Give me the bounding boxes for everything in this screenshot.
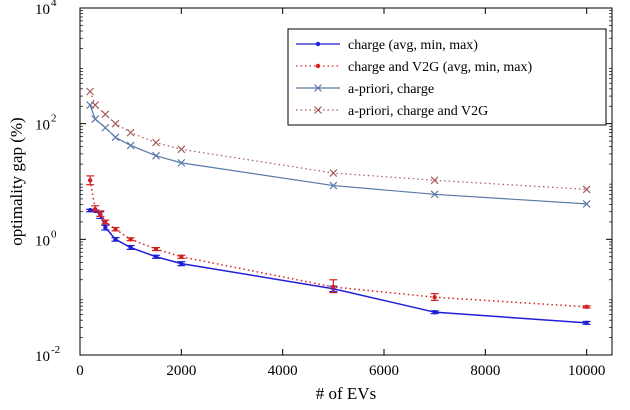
data-point: [98, 211, 103, 216]
legend-marker: [314, 84, 322, 92]
data-point: [153, 254, 159, 259]
data-point: [87, 178, 93, 183]
x-tick-label: 4000: [268, 363, 298, 379]
data-point: [432, 309, 437, 315]
y-tick-label: 10: [35, 2, 50, 18]
y-axis-label: optimality gap (%): [7, 117, 26, 245]
data-point: [111, 133, 120, 142]
legend-marker: [315, 63, 321, 69]
data-point: [91, 101, 100, 109]
x-tick-label: 0: [76, 363, 84, 379]
data-point: [113, 237, 118, 242]
x-tick-label: 2000: [166, 363, 196, 379]
legend-label: charge and V2G (avg, min, max): [348, 60, 532, 75]
data-point: [584, 320, 589, 326]
series-1: [86, 175, 591, 310]
data-point: [331, 284, 336, 290]
series-3: [86, 87, 591, 194]
data-point: [329, 169, 338, 177]
legend-marker: [314, 106, 322, 114]
x-tick-label: 8000: [470, 363, 500, 379]
series-layer: [86, 87, 591, 326]
data-point: [430, 176, 439, 185]
series-line: [89, 104, 587, 205]
data-point: [153, 246, 159, 252]
series-line: [90, 209, 587, 324]
data-point: [329, 181, 338, 190]
x-axis-label: # of EVs: [316, 384, 376, 403]
data-point: [126, 128, 135, 137]
data-point: [432, 294, 437, 300]
data-point: [126, 141, 135, 150]
data-point: [177, 158, 186, 167]
data-point: [91, 115, 100, 124]
data-point: [584, 304, 589, 310]
legend-marker: [315, 41, 321, 47]
y-tick-exponent: 4: [51, 0, 57, 9]
y-tick-label: 10: [35, 349, 50, 365]
data-point: [430, 190, 439, 199]
series-0: [86, 207, 591, 326]
data-point: [177, 145, 186, 154]
data-point: [113, 226, 118, 232]
data-point: [101, 123, 110, 132]
series-line: [89, 91, 587, 190]
data-point: [103, 219, 108, 225]
legend-label: charge (avg, min, max): [348, 38, 478, 53]
data-point: [582, 199, 591, 208]
legend-label: a-priori, charge and V2G: [348, 104, 488, 119]
data-point: [103, 225, 108, 230]
plot-frame: [79, 7, 613, 356]
data-point: [86, 87, 95, 96]
data-point: [179, 254, 184, 259]
legend-label: a-priori, charge: [348, 82, 434, 97]
series-2: [86, 101, 591, 208]
y-tick-exponent: -2: [51, 344, 60, 356]
y-tick-exponent: 2: [51, 113, 57, 125]
legend-box: [287, 28, 607, 126]
y-tick-label: 10: [35, 233, 50, 249]
y-tick-label: 10: [35, 118, 50, 134]
data-point: [179, 261, 184, 266]
data-point: [101, 110, 110, 119]
data-point: [128, 245, 133, 250]
y-tick-exponent: 0: [51, 228, 57, 240]
x-tick-label: 6000: [369, 363, 399, 379]
x-tick-label: 10000: [568, 363, 606, 379]
data-point: [152, 151, 160, 160]
data-point: [111, 119, 120, 128]
legend: charge (avg, min, max) charge and V2G (av…: [287, 28, 607, 126]
data-point: [128, 237, 133, 242]
data-point: [152, 138, 160, 147]
data-point: [582, 185, 591, 194]
